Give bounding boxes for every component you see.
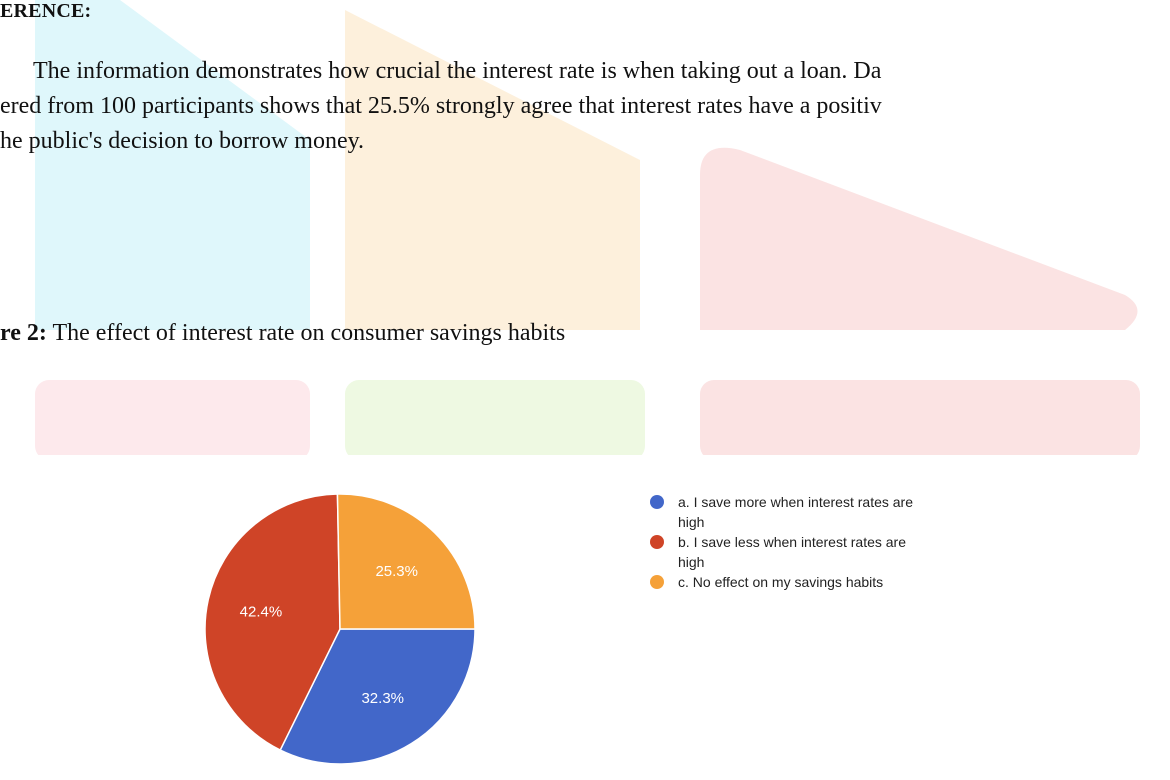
- legend-label-c-line1: c. No effect on my savings habits: [678, 574, 884, 590]
- legend-item-c: c. No effect on my savings habits: [650, 572, 1010, 592]
- slice-b-label: 42.4%: [240, 603, 283, 620]
- section-heading: ERENCE:: [0, 0, 92, 22]
- figure-caption: re 2: The effect of interest rate on con…: [0, 320, 565, 347]
- figure-caption-label: re 2:: [0, 320, 47, 346]
- watermark-graphic: [35, 0, 1140, 460]
- legend-label-a-line1: a. I save more when interest rates are: [678, 494, 913, 510]
- pie-chart-figure: 32.3% 42.4% 25.3% a. I save more when inte…: [0, 455, 1170, 767]
- watermark-orange-shape: [345, 10, 640, 330]
- legend-label-b-line1: b. I save less when interest rates are: [678, 534, 906, 550]
- legend-label-a-line2: high: [678, 514, 705, 530]
- legend-label-b-line2: high: [678, 554, 705, 570]
- watermark-green-shape: [345, 380, 645, 460]
- legend-item-b: b. I save less when interest rates are h…: [650, 532, 1010, 572]
- watermark-pink-shape: [35, 380, 310, 460]
- paragraph-line-2: ered from 100 participants shows that 25…: [0, 93, 882, 119]
- pie-chart: 32.3% 42.4% 25.3%: [204, 493, 476, 765]
- slice-b: [204, 493, 341, 752]
- body-paragraph: The information demonstrates how crucial…: [0, 54, 1170, 159]
- paragraph-line-1: The information demonstrates how crucial…: [33, 58, 882, 84]
- slice-c-label: 25.3%: [375, 563, 418, 580]
- slice-c: [336, 493, 476, 630]
- watermark-cyan-shape: [35, 0, 310, 330]
- slice-a-label: 32.3%: [361, 690, 404, 707]
- legend-swatch-c: [650, 575, 664, 589]
- paragraph-line-3: he public's decision to borrow money.: [0, 128, 365, 154]
- figure-caption-text: The effect of interest rate on consumer …: [46, 320, 566, 346]
- slice-a: [279, 628, 476, 765]
- legend-swatch-b: [650, 535, 664, 549]
- watermark-red-shape-2: [700, 380, 1140, 460]
- watermark-red-shape: [700, 147, 1138, 330]
- legend-swatch-a: [650, 495, 664, 509]
- chart-legend: a. I save more when interest rates are h…: [650, 492, 1010, 592]
- legend-item-a: a. I save more when interest rates are h…: [650, 492, 1010, 532]
